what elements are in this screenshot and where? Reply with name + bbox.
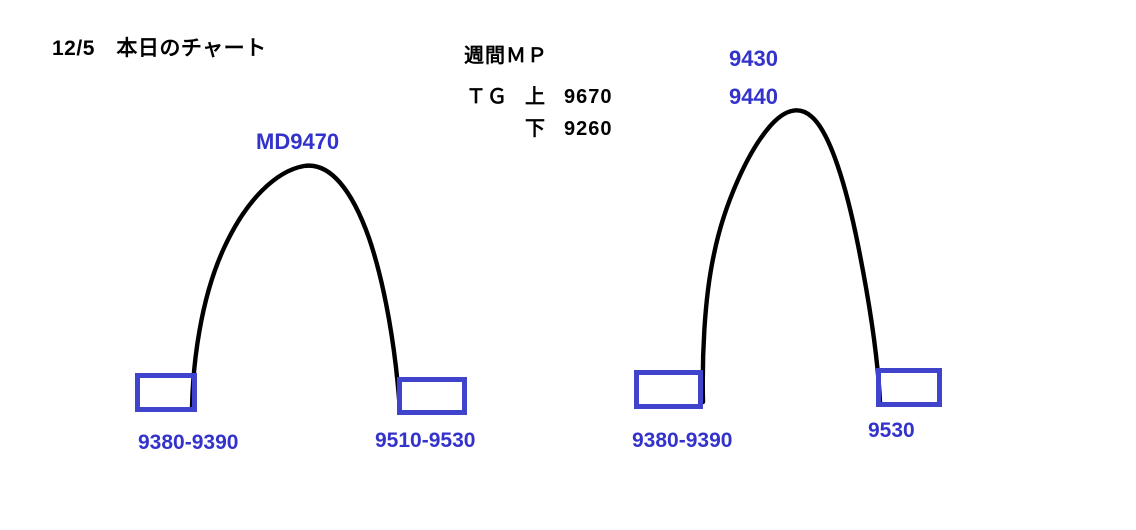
left-chart-left-zone-label: 9380-9390: [138, 431, 239, 454]
weekly-mp-lower-value: 9260: [564, 118, 613, 140]
left-chart-right-zone-label: 9510-9530: [375, 429, 476, 452]
left-chart-curve: [189, 163, 403, 415]
left-chart-right-zone-box[interactable]: [397, 377, 467, 415]
right-chart-curve: [700, 108, 883, 405]
weekly-mp-upper-label: 上: [525, 86, 546, 108]
right-chart-left-zone-box[interactable]: [634, 370, 703, 409]
right-chart-left-zone-label: 9380-9390: [632, 429, 733, 452]
weekly-mp-tg-label: ＴＧ: [466, 86, 508, 108]
weekly-mp-heading: 週間ＭＰ: [464, 45, 548, 67]
page-title: 12/5 本日のチャート: [52, 37, 267, 60]
right-chart-label-9430: 9430: [729, 46, 778, 71]
weekly-mp-upper-value: 9670: [564, 86, 613, 108]
right-chart-label-9440: 9440: [729, 84, 778, 109]
left-chart-peak-label: MD9470: [256, 129, 340, 154]
right-chart-right-zone-box[interactable]: [876, 368, 942, 407]
right-chart-right-zone-label: 9530: [868, 419, 915, 442]
left-chart-left-zone-box[interactable]: [135, 373, 197, 412]
weekly-mp-lower-label: 下: [525, 118, 546, 140]
